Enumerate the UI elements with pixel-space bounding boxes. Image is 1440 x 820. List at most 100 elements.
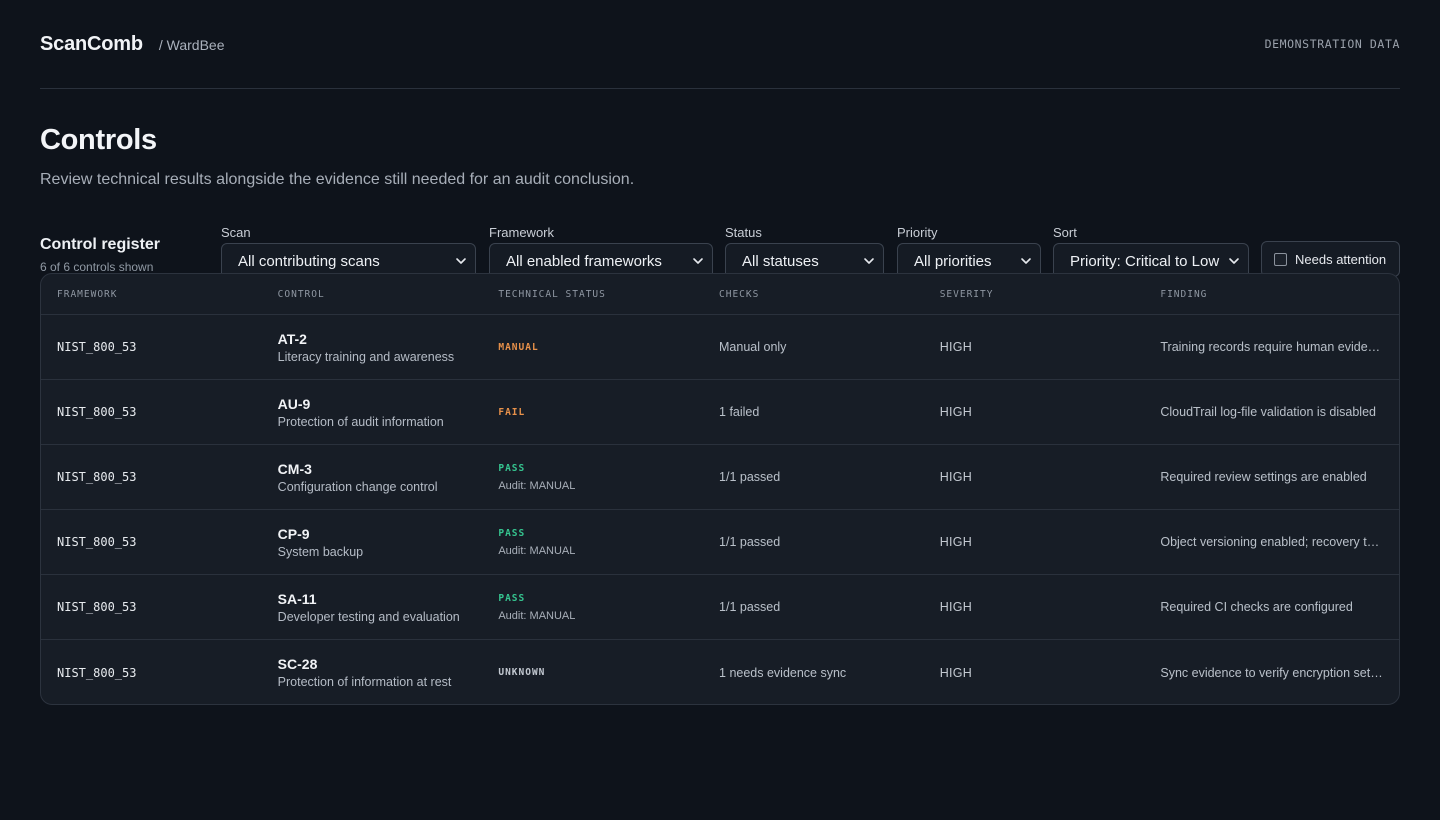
column-header-checks[interactable]: CHECKS (719, 288, 760, 300)
app-name[interactable]: ScanComb (40, 33, 143, 55)
table-row[interactable]: NIST_800_53 SC-28 Protection of informatio… (41, 640, 1399, 704)
status-badge: UNKNOWN (498, 667, 546, 678)
framework-cell: NIST_800_53 (41, 664, 262, 682)
framework-code: NIST_800_53 (57, 665, 137, 680)
scan-filter-label: Scan (221, 225, 251, 240)
framework-code: NIST_800_53 (57, 340, 137, 354)
status-badge: FAIL (498, 406, 526, 418)
table-row[interactable]: NIST_800_53 CP-9 System backup PASS Audit: M… (41, 510, 1399, 575)
severity-value: HIGH (939, 600, 973, 614)
table-row[interactable]: NIST_800_53 SA-11 Developer testing and ev… (41, 575, 1399, 640)
needs-attention-label: Needs attention (1295, 251, 1387, 267)
finding-text: Training records require human evidence … (1160, 340, 1383, 354)
checks-cell: 1 failed (703, 403, 924, 421)
register-toolbar: Control register 6 of 6 controls shown S… (40, 225, 1400, 279)
finding-cell: Required review settings are enabled (1144, 470, 1399, 484)
control-id[interactable]: SA-11 (277, 590, 317, 607)
severity-value: HIGH (939, 535, 973, 549)
control-id[interactable]: AT-2 (277, 330, 307, 347)
control-id[interactable]: AU-9 (277, 395, 311, 412)
status-badge: PASS (498, 527, 526, 539)
table-header: FRAMEWORK CONTROL TECHNICAL STATUS CHECK… (41, 274, 1399, 315)
control-cell: CM-3 Configuration change control (262, 461, 483, 494)
chevron-down-icon (1020, 255, 1032, 267)
finding-text: Required CI checks are configured (1160, 600, 1353, 614)
control-name: System backup (277, 544, 364, 559)
control-name: Protection of audit information (277, 414, 444, 429)
finding-cell: Object versioning enabled; recovery test… (1144, 535, 1399, 549)
column-header-severity[interactable]: SEVERITY (939, 288, 994, 300)
column-header-framework[interactable]: FRAMEWORK (57, 288, 118, 300)
checks-summary: 1 needs evidence sync (719, 665, 847, 680)
checks-summary: 1/1 passed (719, 600, 781, 614)
page-description: Review technical results alongside the e… (40, 171, 635, 188)
finding-cell: CloudTrail log-file validation is disabl… (1144, 405, 1399, 419)
controls-table: FRAMEWORK CONTROL TECHNICAL STATUS CHECK… (40, 273, 1400, 705)
column-header-technical-status[interactable]: TECHNICAL STATUS (498, 288, 606, 300)
top-bar: ScanComb / WardBee DEMONSTRATION DATA (40, 0, 1400, 89)
control-name: Developer testing and evaluation (277, 609, 460, 624)
control-name: Literacy training and awareness (277, 349, 455, 364)
table-body: NIST_800_53 AT-2 Literacy training and awa… (41, 315, 1399, 704)
severity-cell: HIGH (924, 468, 1145, 486)
status-badge: PASS (498, 462, 526, 474)
register-count: 6 of 6 controls shown (40, 260, 154, 274)
status-filter-label: Status (725, 225, 762, 240)
scan-select-value: All contributing scans (238, 252, 380, 270)
sort-filter-label: Sort (1053, 225, 1077, 240)
finding-text: Sync evidence to verify encryption setti… (1160, 665, 1383, 680)
framework-select-value: All enabled frameworks (506, 252, 662, 270)
framework-cell: NIST_800_53 (41, 338, 262, 356)
control-name: Protection of information at rest (277, 675, 452, 689)
framework-cell: NIST_800_53 (41, 403, 262, 421)
severity-value: HIGH (939, 470, 973, 484)
checks-summary: 1/1 passed (719, 470, 781, 484)
checks-summary: Manual only (719, 340, 787, 354)
severity-cell: HIGH (924, 533, 1145, 551)
column-header-control[interactable]: CONTROL (277, 288, 325, 300)
checks-cell: 1/1 passed (703, 598, 924, 616)
register-title: Control register (40, 236, 161, 253)
control-id[interactable]: CM-3 (277, 460, 312, 477)
checks-cell: Manual only (703, 338, 924, 356)
checks-cell: 1/1 passed (703, 533, 924, 551)
audit-status: Audit: MANUAL (498, 479, 576, 492)
table-row[interactable]: NIST_800_53 CM-3 Configuration change cont… (41, 445, 1399, 510)
finding-cell: Training records require human evidence … (1144, 340, 1399, 354)
status-select-value: All statuses (742, 252, 819, 270)
framework-cell: NIST_800_53 (41, 598, 262, 616)
audit-status: Audit: MANUAL (498, 609, 576, 622)
severity-value: HIGH (939, 665, 973, 680)
control-id[interactable]: SC-28 (277, 656, 318, 672)
needs-attention-toggle[interactable]: Needs attention (1261, 241, 1400, 277)
needs-attention-checkbox[interactable] (1274, 252, 1287, 266)
framework-code: NIST_800_53 (57, 470, 137, 484)
finding-cell: Required CI checks are configured (1144, 600, 1399, 614)
severity-cell: HIGH (924, 338, 1145, 356)
sort-filter: Sort Priority: Critical to Low (1053, 225, 1249, 279)
status-cell: PASS Audit: MANUAL (482, 463, 703, 492)
framework-code: NIST_800_53 (57, 535, 137, 549)
priority-filter: Priority All priorities (897, 225, 1041, 279)
status-cell: MANUAL (482, 342, 703, 353)
demo-data-tag: DEMONSTRATION DATA (1264, 37, 1400, 51)
control-cell: SC-28 Protection of information at rest (262, 656, 483, 689)
framework-code: NIST_800_53 (57, 600, 137, 614)
control-id[interactable]: CP-9 (277, 525, 310, 542)
control-name: Configuration change control (277, 479, 438, 494)
table-row[interactable]: NIST_800_53 AU-9 Protection of audit infor… (41, 380, 1399, 445)
checks-summary: 1 failed (719, 405, 760, 419)
status-cell: PASS Audit: MANUAL (482, 593, 703, 622)
page-title: Controls (40, 124, 157, 156)
framework-cell: NIST_800_53 (41, 533, 262, 551)
column-header-finding[interactable]: FINDING (1160, 288, 1208, 300)
control-cell: AT-2 Literacy training and awareness (262, 331, 483, 364)
chevron-down-icon (1228, 255, 1240, 267)
status-cell: PASS Audit: MANUAL (482, 528, 703, 557)
severity-cell: HIGH (924, 664, 1145, 682)
finding-text: Object versioning enabled; recovery test… (1160, 535, 1383, 549)
finding-text: Required review settings are enabled (1160, 470, 1367, 484)
status-badge: PASS (498, 592, 526, 604)
status-filter: Status All statuses (725, 225, 884, 279)
table-row[interactable]: NIST_800_53 AT-2 Literacy training and awa… (41, 315, 1399, 380)
